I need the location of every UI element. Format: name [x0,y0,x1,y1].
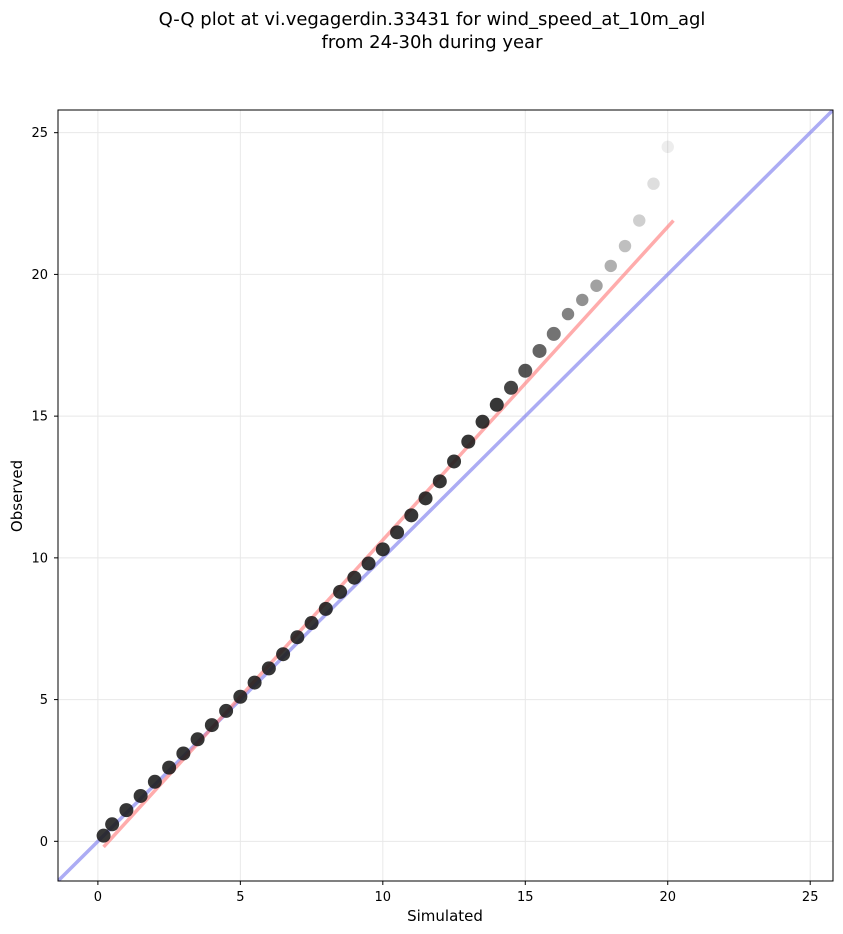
y-tick-label: 10 [31,551,48,566]
quantile-point [147,774,162,789]
y-tick-label: 20 [31,268,48,283]
quantile-point [361,556,376,571]
quantile-point [347,570,362,585]
x-tick-label: 20 [659,890,676,905]
quantile-point [96,828,111,843]
quantile-point [504,380,519,395]
quantile-point [204,718,219,733]
quantile-point [119,803,134,818]
quantile-point [290,630,305,645]
quantile-point [375,542,390,557]
x-axis-label: Simulated [407,907,483,925]
quantile-point [304,616,319,631]
quantile-point [532,343,547,358]
quantile-point [162,760,177,775]
x-tick-label: 5 [236,890,244,905]
y-axis-label: Observed [8,460,26,532]
quantile-point [590,279,603,292]
quantile-point [404,508,419,523]
quantile-point [475,414,490,429]
points-layer [96,140,674,843]
chart-subtitle: from 24-30h during year [322,32,544,53]
x-tick-label: 25 [802,890,819,905]
quantile-point [190,732,205,747]
y-tick-label: 15 [31,410,48,425]
quantile-point [418,491,433,506]
quantile-point [561,307,575,321]
quantile-point [390,525,405,540]
quantile-point [219,703,234,718]
quantile-point [318,601,333,616]
x-tick-label: 15 [517,890,534,905]
quantile-point [247,675,262,690]
quantile-point [546,326,561,341]
x-tick-label: 0 [94,890,102,905]
quantile-point [432,474,447,489]
quantile-point [489,397,504,412]
tick-layer: 0 5 10 15 20 25 0 5 10 15 20 25 [31,126,818,905]
quantile-point [618,239,632,253]
quantile-point [661,140,674,154]
quantile-point [133,788,148,803]
y-tick-label: 25 [31,126,48,141]
quantile-point [233,689,248,704]
quantile-point [647,177,660,190]
plot-frame [57,109,834,882]
quantile-point [276,647,291,662]
x-tick-label: 10 [375,890,392,905]
grid [58,110,833,881]
quantile-point [461,434,476,449]
quantile-point [576,293,589,307]
quantile-point [447,454,462,469]
quantile-point [333,584,348,599]
chart-title: Q-Q plot at vi.vegagerdin.33431 for wind… [159,9,706,30]
y-tick-label: 5 [40,693,48,708]
quantile-point [261,661,276,676]
y-tick-label: 0 [40,835,48,850]
quantile-point [176,746,191,761]
quantile-point [633,214,646,227]
quantile-point [518,363,533,378]
quantile-point [105,817,120,832]
quantile-point [604,259,617,273]
